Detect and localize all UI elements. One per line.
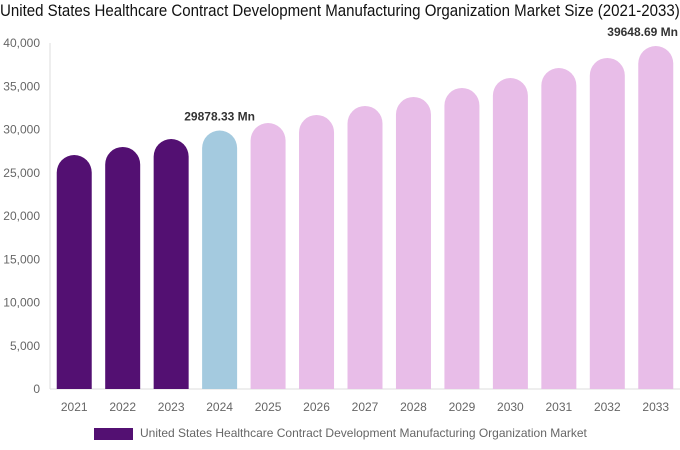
y-tick-label: 0 xyxy=(33,382,40,396)
data-labels: 29878.33 Mn 39648.69 Mn xyxy=(184,25,678,124)
bar-2021 xyxy=(56,155,92,389)
x-tick-label: 2033 xyxy=(642,400,669,414)
bar-2031 xyxy=(541,68,577,390)
bar-2030 xyxy=(492,78,528,390)
legend-swatch xyxy=(94,428,133,440)
y-tick-label: 10,000 xyxy=(3,296,40,310)
x-tick-label: 2027 xyxy=(352,400,379,414)
bar-2028 xyxy=(395,96,431,389)
data-label-2033: 39648.69 Mn xyxy=(607,25,678,39)
x-tick-label: 2023 xyxy=(158,400,185,414)
y-tick-label: 20,000 xyxy=(3,209,40,223)
bar-2027 xyxy=(347,105,383,390)
bar-2032 xyxy=(589,57,625,389)
legend: United States Healthcare Contract Develo… xyxy=(94,426,588,440)
x-tick-label: 2021 xyxy=(61,400,88,414)
x-tick-label: 2022 xyxy=(109,400,136,414)
bar-2026 xyxy=(299,114,335,389)
y-tick-label: 15,000 xyxy=(3,252,40,266)
bar-2029 xyxy=(444,87,480,389)
bars xyxy=(56,46,674,390)
legend-label: United States Healthcare Contract Develo… xyxy=(140,426,588,440)
x-tick-label: 2026 xyxy=(303,400,330,414)
x-tick-label: 2029 xyxy=(449,400,476,414)
bar-2033 xyxy=(638,46,674,390)
y-tick-label: 25,000 xyxy=(3,166,40,180)
bar-2023 xyxy=(153,139,189,389)
x-axis: 2021 2022 2023 2024 2025 2026 2027 2028 2029 2030… xyxy=(61,400,670,414)
y-axis: 0 5,000 10,000 15,000 20,000 25,000 30,000 35,0… xyxy=(3,36,680,396)
y-tick-label: 5,000 xyxy=(10,339,40,353)
x-tick-label: 2030 xyxy=(497,400,524,414)
x-tick-label: 2032 xyxy=(594,400,621,414)
x-tick-label: 2025 xyxy=(255,400,282,414)
y-tick-label: 40,000 xyxy=(3,36,40,50)
x-tick-label: 2028 xyxy=(400,400,427,414)
x-tick-label: 2024 xyxy=(206,400,233,414)
bar-2025 xyxy=(250,123,286,389)
data-label-2024: 29878.33 Mn xyxy=(184,110,255,124)
x-tick-label: 2031 xyxy=(545,400,572,414)
y-tick-label: 30,000 xyxy=(3,123,40,137)
chart-title: United States Healthcare Contract Develo… xyxy=(0,1,680,20)
y-tick-label: 35,000 xyxy=(3,79,40,93)
bar-2024 xyxy=(202,130,238,390)
bar-2022 xyxy=(105,146,141,389)
